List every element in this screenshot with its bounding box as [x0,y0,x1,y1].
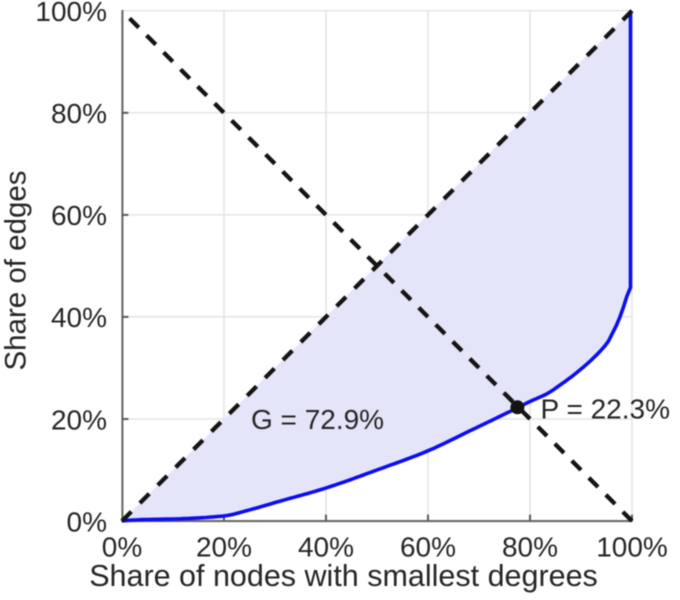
svg-text:100%: 100% [35,0,107,27]
svg-text:0%: 0% [102,532,142,563]
svg-text:100%: 100% [596,532,668,563]
svg-text:80%: 80% [51,98,107,129]
svg-text:60%: 60% [400,532,456,563]
svg-text:P = 22.3%: P = 22.3% [541,394,670,425]
svg-text:40%: 40% [298,532,354,563]
svg-text:60%: 60% [51,200,107,231]
svg-text:Share of edges: Share of edges [0,170,32,370]
svg-text:0%: 0% [67,506,107,537]
svg-text:20%: 20% [51,404,107,435]
svg-text:80%: 80% [502,532,558,563]
svg-text:40%: 40% [51,302,107,333]
svg-text:Share of nodes with smallest d: Share of nodes with smallest degrees [89,559,598,593]
svg-text:20%: 20% [196,532,252,563]
svg-text:G = 72.9%: G = 72.9% [251,404,384,435]
